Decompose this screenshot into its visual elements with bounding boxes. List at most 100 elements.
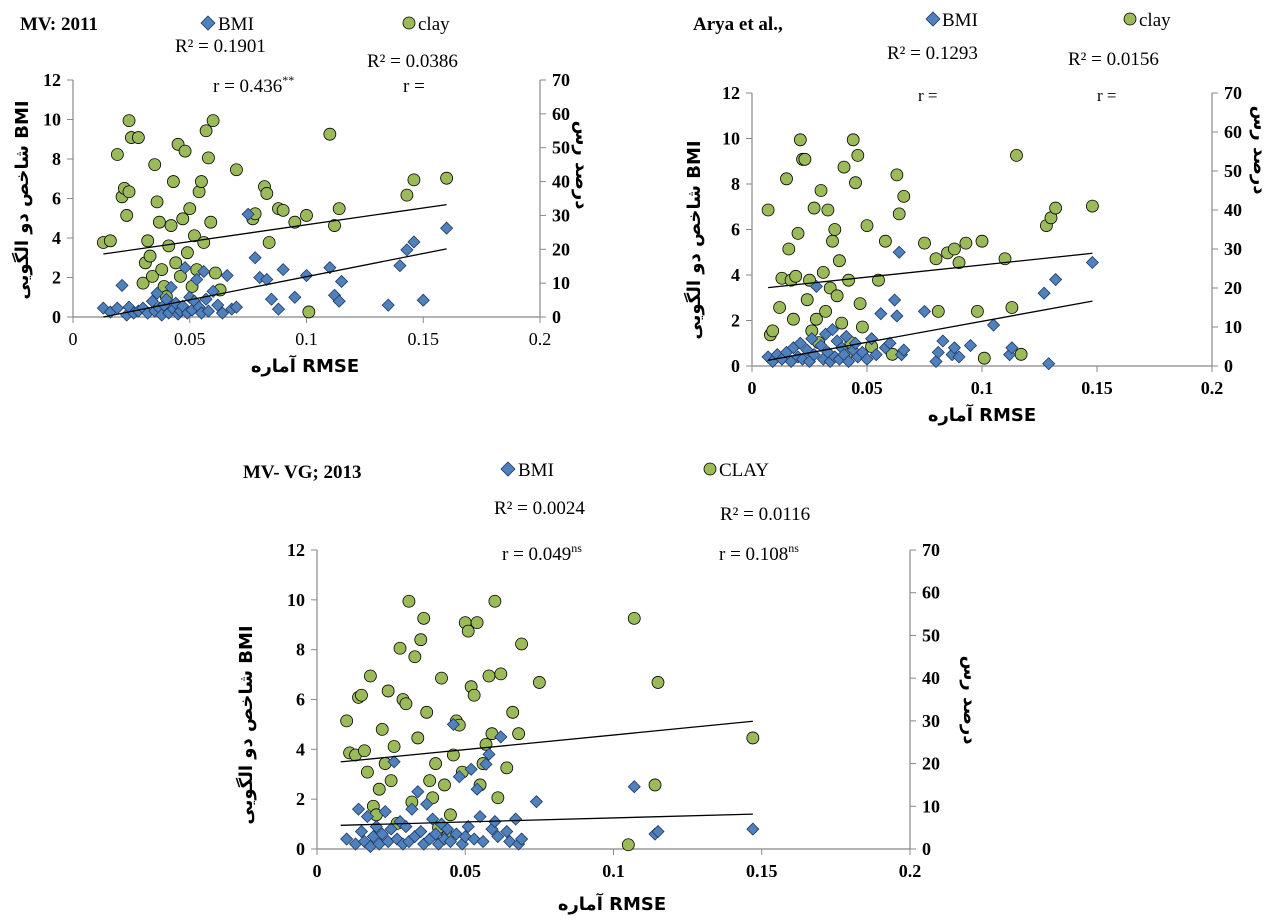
clay-point [399, 697, 413, 711]
bmi-point [890, 309, 904, 323]
clay-point [807, 201, 821, 215]
bmi-point [411, 785, 425, 799]
bmi-point [947, 341, 961, 355]
clay-point [110, 148, 124, 161]
bmi-point [271, 302, 286, 316]
x-axis-label: آماره RMSE [251, 354, 359, 377]
bmi-point [1037, 286, 1051, 300]
x-tick-label: 0.2 [1201, 378, 1224, 398]
chart-title: MV- VG; 2013 [243, 462, 362, 483]
y2-tick-label: 20 [552, 239, 570, 259]
chart-mv-vg-2013: MV- VG; 2013 BMI CLAY R² = 0.0024 R² = 0… [235, 460, 980, 915]
clay-point [482, 669, 496, 683]
y2-tick-label: 70 [552, 70, 570, 90]
y2-axis-label: درصد رس [571, 121, 592, 210]
clay-point [122, 185, 136, 199]
clay-point [209, 266, 222, 280]
clay-point [782, 242, 796, 256]
y-tick-label: 4 [52, 228, 61, 248]
x-tick-label: 0.1 [602, 861, 625, 881]
clay-point [145, 269, 159, 283]
clay-point [780, 172, 793, 186]
clay-point [381, 684, 395, 698]
y-tick-label: 2 [52, 268, 61, 288]
clay-point [621, 838, 635, 852]
y2-tick-label: 10 [922, 796, 940, 816]
clay-point [470, 616, 484, 630]
clay-point [971, 304, 984, 318]
clay-point [892, 207, 906, 221]
bmi-point [150, 286, 164, 300]
bmi-point [936, 334, 950, 348]
clay-point [429, 757, 443, 770]
r-clay-text: r = 0.108ns [719, 541, 799, 565]
bmi-point [986, 318, 1001, 332]
clay-point [148, 158, 162, 172]
bmi-point [446, 717, 460, 731]
bmi-point [354, 824, 369, 839]
legend-marker-clay [703, 462, 717, 476]
clay-point [152, 215, 166, 229]
y-tick-label: 0 [731, 356, 740, 376]
clay-point [787, 312, 800, 326]
clay-point [199, 124, 213, 138]
clay-point [816, 265, 830, 279]
y2-tick-label: 60 [552, 104, 570, 124]
clay-point [773, 301, 786, 314]
clay-point [204, 215, 218, 229]
r2-clay-text: R² = 0.0386 [367, 51, 458, 72]
bmi-point [323, 261, 337, 275]
y2-tick-label: 40 [1224, 200, 1242, 220]
bmi-point [529, 795, 543, 809]
clay-point [230, 163, 243, 177]
bmi-point [229, 300, 244, 314]
legend-label-clay: clay [1139, 10, 1171, 31]
x-tick-label: 0.15 [746, 861, 778, 881]
y-tick-label: 0 [296, 839, 305, 859]
bmi-point [494, 730, 508, 744]
clay-point [423, 774, 437, 788]
bmi-point [215, 306, 230, 320]
y-axis-label: شاخص دو الگویی BMI [11, 100, 33, 299]
chart-title: Arya et al., [693, 14, 783, 35]
r-bmi-text: r = 0.049ns [502, 541, 582, 565]
clay-point [155, 263, 169, 277]
stat-annotations: R² = 0.0024 R² = 0.0116 r = 0.049ns r = … [494, 498, 810, 565]
y2-tick-label: 70 [922, 540, 940, 560]
bmi-point [892, 245, 906, 259]
clay-point [143, 249, 157, 263]
bmi-point [458, 829, 472, 844]
legend: BMI clay [925, 10, 1171, 31]
clay-point [959, 236, 973, 250]
chart-title: MV: 2011 [20, 14, 98, 35]
clay-point [651, 676, 665, 689]
bmi-point [420, 797, 434, 811]
bmi-trendline [103, 248, 447, 318]
bmi-point [473, 810, 487, 824]
clay-point [444, 808, 457, 822]
x-axis-label: آماره RMSE [558, 892, 666, 915]
clay-point [860, 219, 874, 233]
x-tick-label: 0.15 [408, 329, 440, 349]
clay-point [361, 765, 374, 779]
bmi-point [393, 815, 407, 829]
chart-mv-2011: MV: 2011 BMI clay R² = 0.1901 R² = 0.038… [11, 14, 592, 377]
clay-point [1014, 347, 1028, 361]
bmi-point [264, 292, 279, 306]
clay-point [162, 239, 176, 253]
clay-point [1005, 301, 1019, 314]
r-clay-value: r = 0.108 [719, 544, 788, 565]
bmi-point [164, 280, 178, 294]
bmi-point [464, 762, 478, 776]
clay-point [627, 611, 641, 625]
bmi-point [842, 354, 856, 369]
clay-point [952, 256, 966, 270]
bmi-point [963, 338, 978, 353]
y2-tick-label: 60 [922, 583, 940, 603]
bmi-point [332, 294, 346, 308]
clay-point [789, 269, 803, 283]
clay-point [438, 778, 451, 792]
x-tick-label: 0.05 [851, 378, 883, 398]
y2-tick-label: 50 [922, 625, 940, 645]
clay-point [407, 173, 421, 187]
